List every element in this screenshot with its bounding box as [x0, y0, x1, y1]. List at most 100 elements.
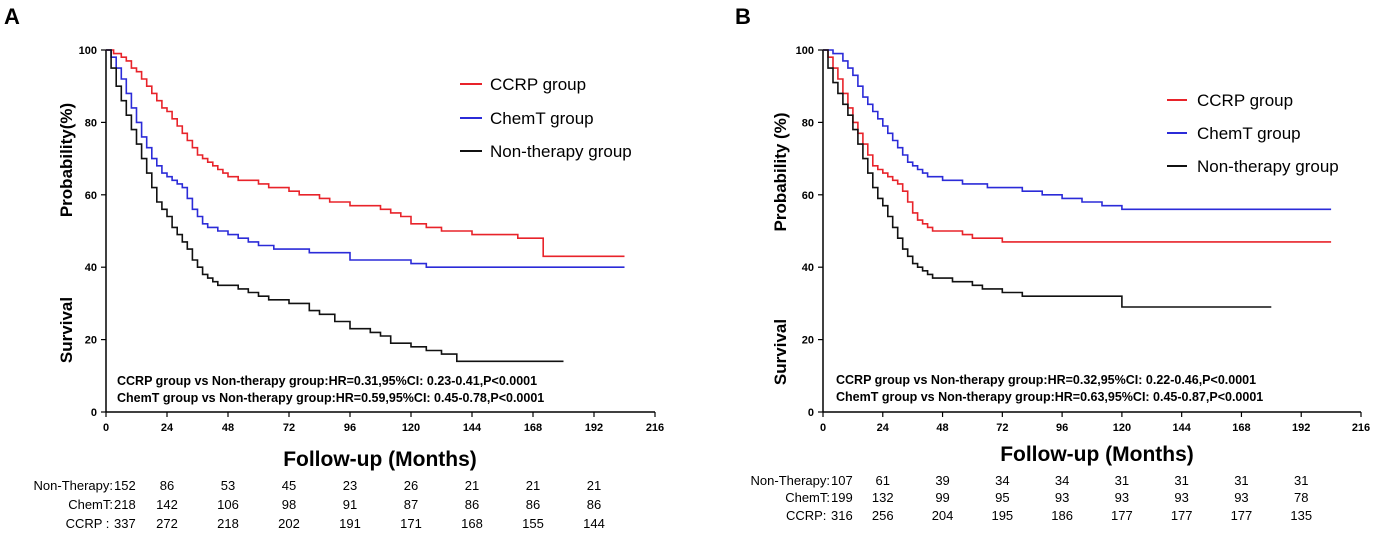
y-tick-label: 0 — [808, 407, 814, 419]
risk-count: 26 — [404, 478, 418, 493]
legend-label: CCRP group — [490, 75, 586, 94]
risk-count: 31 — [1115, 473, 1129, 488]
risk-row-label: Non-Therapy: — [751, 473, 830, 488]
legend-label: Non-therapy group — [490, 142, 632, 161]
risk-count: 177 — [1231, 508, 1253, 523]
x-tick-label: 120 — [1113, 422, 1131, 434]
x-tick-label: 0 — [820, 422, 826, 434]
x-tick-label: 24 — [161, 422, 174, 434]
legend-label: Non-therapy group — [1197, 157, 1339, 176]
risk-count: 93 — [1115, 490, 1129, 505]
survival-curve-non-therapy-group — [823, 49, 1272, 308]
hr-annotation: CCRP group vs Non-therapy group:HR=0.31,… — [117, 374, 537, 388]
y-axis-label-survival: Survival — [57, 297, 76, 363]
y-axis-label-probability: Probability(%) — [57, 103, 76, 217]
risk-count: 93 — [1234, 490, 1248, 505]
panel-label: A — [4, 4, 20, 29]
risk-row-label: ChemT: — [785, 490, 830, 505]
risk-row-label: CCRP: — [786, 508, 830, 523]
risk-count: 337 — [114, 516, 136, 531]
risk-count: 272 — [156, 516, 178, 531]
y-tick-label: 100 — [796, 45, 814, 57]
risk-count: 34 — [1055, 473, 1069, 488]
risk-count: 177 — [1171, 508, 1193, 523]
legend-label: CCRP group — [1197, 91, 1293, 110]
risk-count: 135 — [1290, 508, 1312, 523]
hr-annotation: ChemT group vs Non-therapy group:HR=0.59… — [117, 391, 544, 405]
risk-count: 39 — [935, 473, 949, 488]
risk-count: 106 — [217, 497, 239, 512]
x-tick-label: 48 — [936, 422, 948, 434]
risk-count: 86 — [465, 497, 479, 512]
x-axis-label: Follow-up (Months) — [1000, 443, 1194, 466]
risk-count: 95 — [995, 490, 1009, 505]
x-tick-label: 192 — [1292, 422, 1310, 434]
x-tick-label: 72 — [283, 422, 295, 434]
y-tick-label: 20 — [85, 335, 97, 347]
x-tick-label: 168 — [524, 422, 542, 434]
risk-count: 93 — [1055, 490, 1069, 505]
x-tick-label: 144 — [463, 422, 482, 434]
x-tick-label: 96 — [344, 422, 356, 434]
survival-curve-chemt-group — [106, 49, 625, 268]
y-tick-label: 0 — [91, 407, 97, 419]
x-tick-label: 24 — [877, 422, 890, 434]
legend-label: ChemT group — [1197, 124, 1301, 143]
x-tick-label: 96 — [1056, 422, 1068, 434]
x-tick-label: 48 — [222, 422, 234, 434]
x-tick-label: 144 — [1172, 422, 1191, 434]
risk-count: 202 — [278, 516, 300, 531]
risk-row-label: Non-Therapy: — [34, 478, 113, 493]
risk-count: 21 — [526, 478, 540, 493]
risk-count: 204 — [932, 508, 954, 523]
y-tick-label: 80 — [802, 117, 814, 129]
hr-annotation: CCRP group vs Non-therapy group:HR=0.32,… — [836, 373, 1256, 387]
risk-count: 21 — [465, 478, 479, 493]
risk-count: 191 — [339, 516, 361, 531]
y-tick-label: 60 — [85, 190, 97, 202]
x-tick-label: 168 — [1232, 422, 1250, 434]
risk-count: 53 — [221, 478, 235, 493]
risk-count: 91 — [343, 497, 357, 512]
risk-count: 93 — [1174, 490, 1188, 505]
x-axis-label: Follow-up (Months) — [283, 448, 477, 471]
y-tick-label: 20 — [802, 335, 814, 347]
risk-count: 87 — [404, 497, 418, 512]
risk-count: 218 — [217, 516, 239, 531]
panel-a: A 0 20 40 60 80 100 0 24 48 72 96 120 144 168 192 216 Sur… — [4, 4, 664, 531]
y-tick-label: 100 — [79, 45, 97, 57]
risk-count: 107 — [831, 473, 853, 488]
risk-count: 256 — [872, 508, 894, 523]
survival-curve-chemt-group — [823, 49, 1332, 211]
risk-count: 23 — [343, 478, 357, 493]
risk-count: 86 — [587, 497, 601, 512]
risk-count: 316 — [831, 508, 853, 523]
risk-count: 199 — [831, 490, 853, 505]
risk-row-label: CCRP : — [66, 516, 113, 531]
x-tick-label: 72 — [996, 422, 1008, 434]
legend-label: ChemT group — [490, 109, 594, 128]
risk-row-label: ChemT: — [68, 497, 113, 512]
risk-count: 31 — [1174, 473, 1188, 488]
panel-label: B — [735, 4, 751, 29]
risk-count: 31 — [1294, 473, 1308, 488]
risk-count: 186 — [1051, 508, 1073, 523]
risk-count: 152 — [114, 478, 136, 493]
risk-count: 45 — [282, 478, 296, 493]
survival-curve-ccrp-group — [823, 49, 1332, 243]
x-tick-label: 120 — [402, 422, 420, 434]
risk-count: 86 — [160, 478, 174, 493]
risk-count: 86 — [526, 497, 540, 512]
risk-count: 171 — [400, 516, 422, 531]
y-tick-label: 40 — [85, 262, 97, 274]
panel-b: B 0 20 40 60 80 100 0 24 48 72 96 120 144 168 192 216 Sur… — [735, 4, 1370, 523]
x-tick-label: 192 — [585, 422, 603, 434]
x-tick-label: 0 — [103, 422, 109, 434]
risk-count: 177 — [1111, 508, 1133, 523]
y-tick-label: 80 — [85, 117, 97, 129]
risk-count: 132 — [872, 490, 894, 505]
y-tick-label: 60 — [802, 190, 814, 202]
risk-count: 142 — [156, 497, 178, 512]
y-tick-label: 40 — [802, 262, 814, 274]
